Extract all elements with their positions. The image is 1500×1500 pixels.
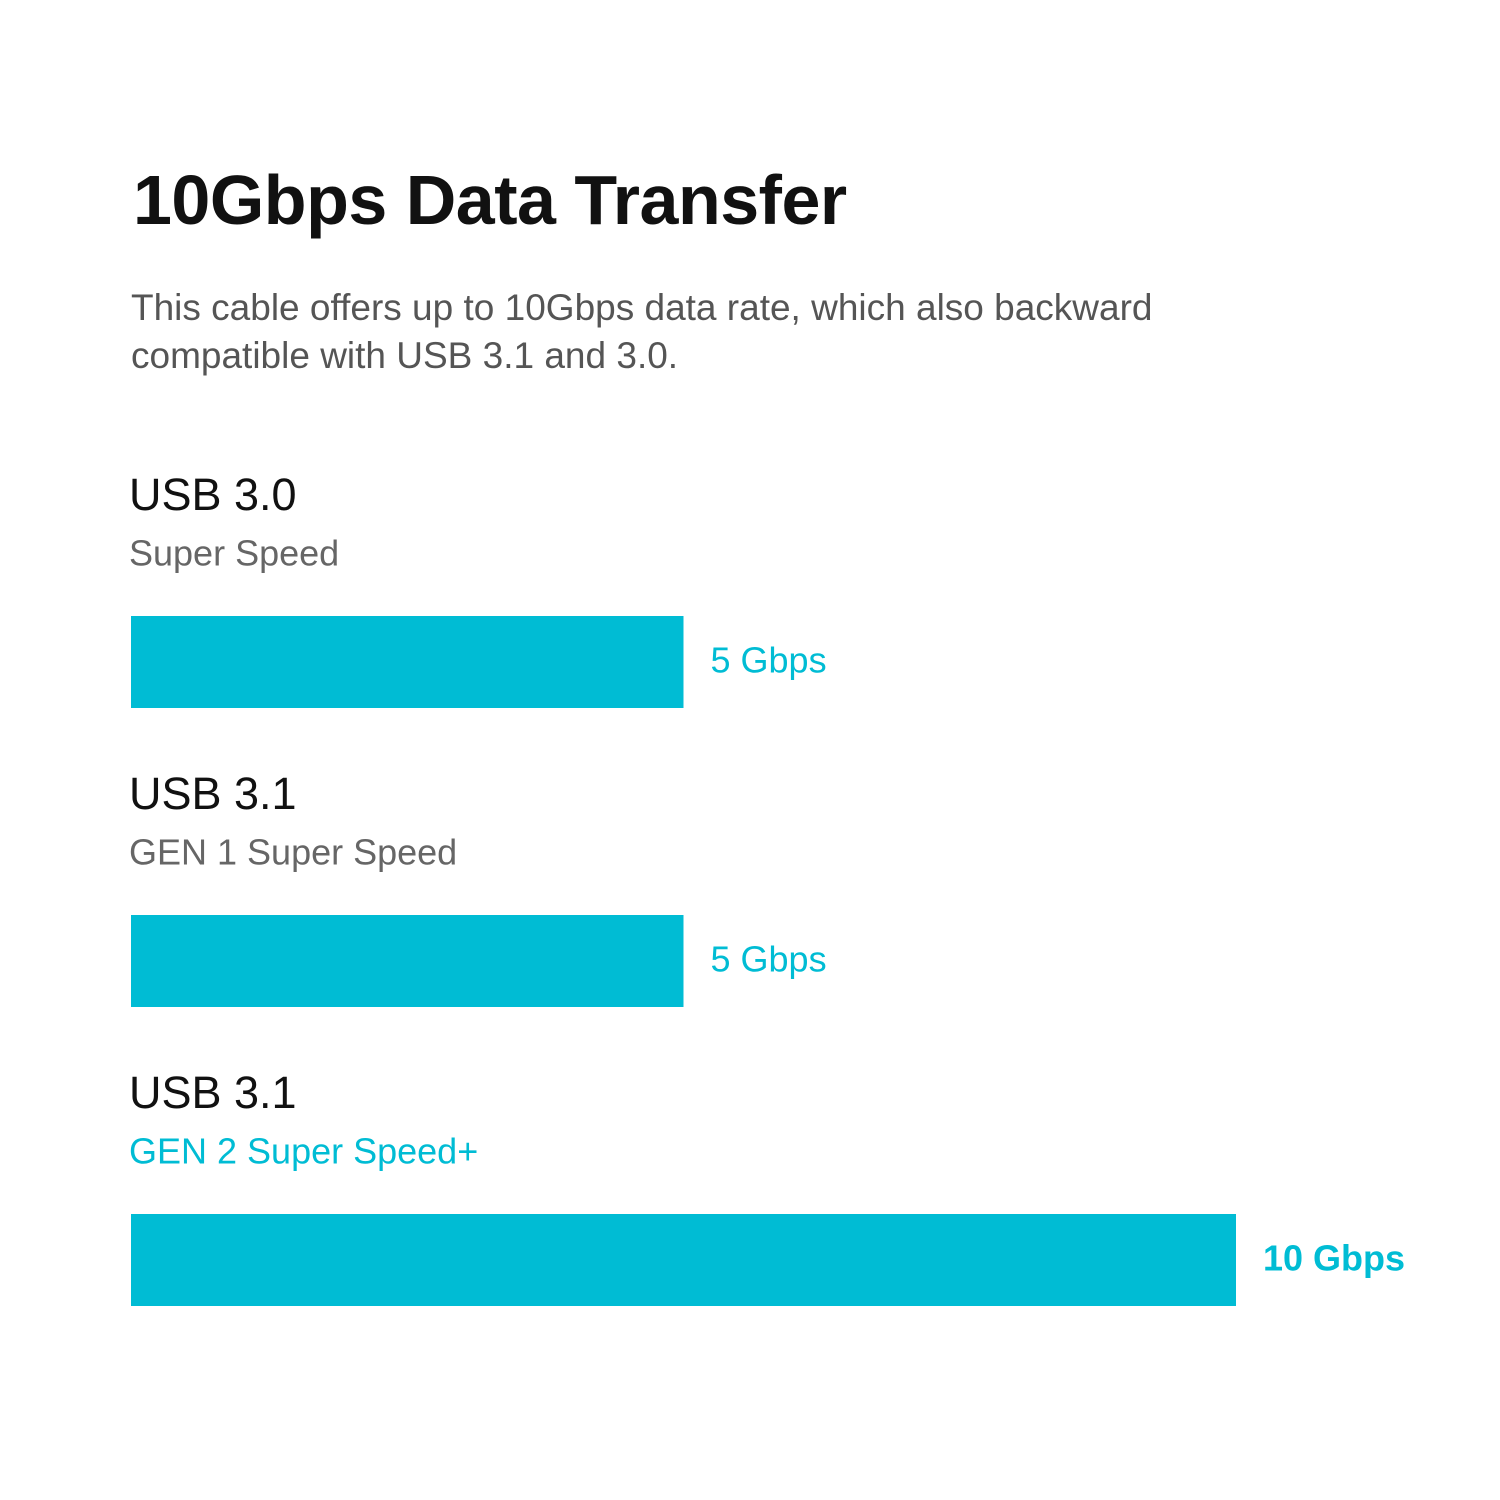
category-sublabel: GEN 1 Super Speed: [129, 832, 457, 873]
category-label: USB 3.1: [129, 1067, 297, 1118]
chart-subtitle: This cable offers up to 10Gbps data rate…: [131, 287, 1153, 376]
value-label: 5 Gbps: [711, 640, 827, 681]
bar: [131, 616, 684, 708]
value-label: 10 Gbps: [1263, 1238, 1405, 1279]
bar: [131, 915, 684, 1007]
value-label: 5 Gbps: [711, 939, 827, 980]
category-sublabel: GEN 2 Super Speed+: [129, 1131, 478, 1172]
category-label: USB 3.1: [129, 768, 297, 819]
category-label: USB 3.0: [129, 469, 297, 520]
bar: [131, 1214, 1236, 1306]
chart-title: 10Gbps Data Transfer: [133, 161, 847, 239]
category-sublabel: Super Speed: [129, 533, 339, 574]
